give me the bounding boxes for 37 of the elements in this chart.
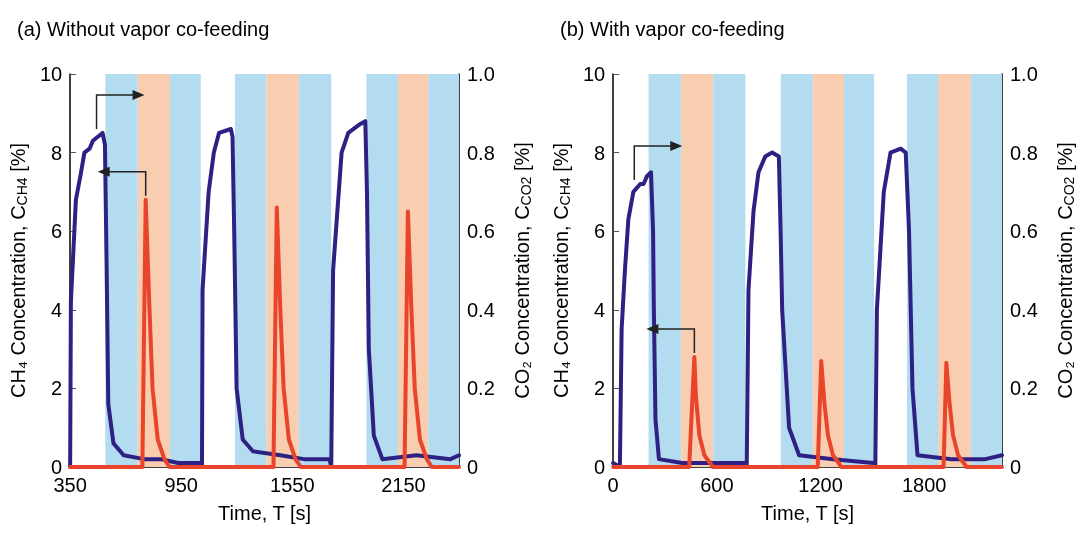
y2-axis-title: CO₂ Concentration, CCO2 [%] [1054, 142, 1077, 399]
y-tick-label: 10 [39, 63, 63, 85]
x-tick-label: 2150 [381, 474, 426, 496]
chart-title: (a) Without vapor co-feeding [17, 18, 270, 40]
chart-title: (b) With vapor co-feeding [560, 18, 785, 40]
y-tick-label: 0 [594, 456, 606, 478]
x-axis-title: Time, T [s] [218, 502, 312, 524]
y-axis-title: CH₄ Concentration, CCH4 [%] [7, 142, 30, 399]
y2-axis-title: CO₂ Concentration, CCO2 [%] [511, 142, 534, 399]
y-axis-title: CH₄ Concentration, CCH4 [%] [550, 142, 573, 399]
x-axis-title: Time, T [s] [761, 502, 855, 524]
x-tick-label: 950 [164, 474, 198, 496]
y2-tick-label: 0.8 [1010, 141, 1038, 164]
y-tick-label: 2 [51, 377, 63, 400]
y-tick-label: 8 [594, 141, 606, 164]
y-tick-label: 8 [51, 141, 63, 164]
y2-tick-label: 1.0 [1010, 63, 1038, 85]
x-tick-label: 1800 [901, 474, 947, 496]
y2-tick-label: 0.8 [467, 141, 495, 164]
y2-tick-label: 0.4 [467, 298, 495, 321]
y2-tick-label: 0.2 [467, 377, 495, 400]
x-tick-label: 600 [700, 474, 734, 496]
y2-tick-label: 0.6 [1010, 220, 1038, 243]
y2-tick-label: 0 [1010, 456, 1022, 478]
y-tick-label: 6 [594, 220, 606, 243]
y2-tick-label: 1.0 [467, 63, 495, 85]
y2-tick-label: 0 [467, 456, 479, 478]
y-tick-label: 6 [51, 220, 63, 243]
y-tick-label: 10 [582, 63, 606, 85]
y2-tick-label: 0.4 [1010, 298, 1038, 321]
y-tick-label: 4 [594, 298, 606, 321]
x-tick-label: 1550 [270, 474, 315, 496]
y2-tick-label: 0.6 [467, 220, 495, 243]
x-tick-label: 1200 [798, 474, 843, 496]
y-tick-label: 4 [51, 298, 63, 321]
y2-tick-label: 0.2 [1010, 377, 1038, 400]
y-tick-label: 2 [594, 377, 606, 400]
